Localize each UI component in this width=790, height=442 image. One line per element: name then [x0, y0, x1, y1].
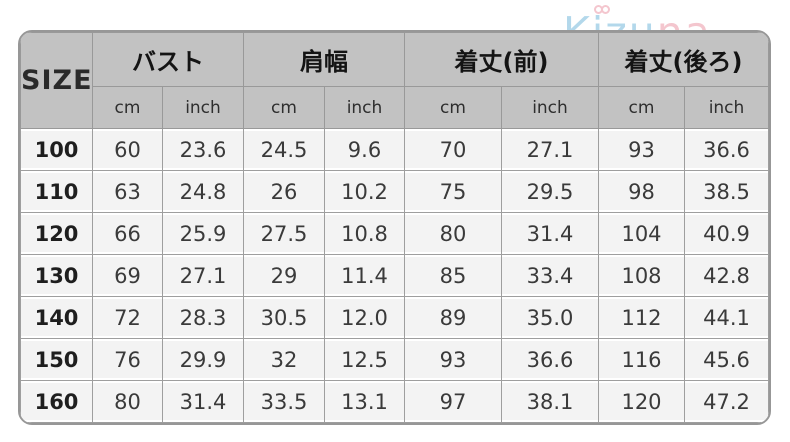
value-cell: 30.5 [243, 296, 325, 339]
value-cell: 72 [92, 296, 163, 339]
value-cell: 44.1 [684, 296, 769, 339]
value-cell: 75 [404, 170, 502, 213]
size-cell: 160 [20, 380, 93, 423]
unit-header-cm: cm [404, 86, 502, 129]
value-cell: 120 [598, 380, 685, 423]
value-cell: 11.4 [324, 254, 405, 297]
value-cell: 104 [598, 212, 685, 255]
table-row: 150 76 29.9 32 12.5 93 36.6 116 45.6 [20, 338, 769, 381]
value-cell: 12.5 [324, 338, 405, 381]
value-cell: 13.1 [324, 380, 405, 423]
value-cell: 32 [243, 338, 325, 381]
value-cell: 27.1 [162, 254, 244, 297]
value-cell: 29 [243, 254, 325, 297]
group-header-shoulder: 肩幅 [243, 32, 405, 87]
unit-header-inch: inch [324, 86, 405, 129]
value-cell: 93 [404, 338, 502, 381]
table-row: 160 80 31.4 33.5 13.1 97 38.1 120 47.2 [20, 380, 769, 423]
value-cell: 31.4 [501, 212, 599, 255]
value-cell: 80 [92, 380, 163, 423]
value-cell: 42.8 [684, 254, 769, 297]
unit-header-cm: cm [92, 86, 163, 129]
value-cell: 93 [598, 128, 685, 171]
value-cell: 97 [404, 380, 502, 423]
value-cell: 69 [92, 254, 163, 297]
table-body: 100 60 23.6 24.5 9.6 70 27.1 93 36.6 110 63 24.8 26 1… [20, 128, 769, 423]
brand-logo-rings-icon [594, 5, 610, 14]
value-cell: 35.0 [501, 296, 599, 339]
value-cell: 27.1 [501, 128, 599, 171]
size-cell: 140 [20, 296, 93, 339]
table-header: SIZE バスト 肩幅 着丈(前) 着丈(後ろ) cm inch cm inch… [20, 32, 769, 129]
value-cell: 29.9 [162, 338, 244, 381]
size-cell: 150 [20, 338, 93, 381]
value-cell: 36.6 [684, 128, 769, 171]
value-cell: 70 [404, 128, 502, 171]
unit-header-cm: cm [598, 86, 685, 129]
value-cell: 60 [92, 128, 163, 171]
value-cell: 24.8 [162, 170, 244, 213]
value-cell: 9.6 [324, 128, 405, 171]
table-row: 140 72 28.3 30.5 12.0 89 35.0 112 44.1 [20, 296, 769, 339]
value-cell: 66 [92, 212, 163, 255]
size-chart-table: SIZE バスト 肩幅 着丈(前) 着丈(後ろ) cm inch cm inch… [18, 30, 771, 425]
value-cell: 31.4 [162, 380, 244, 423]
value-cell: 29.5 [501, 170, 599, 213]
group-header-length-front: 着丈(前) [404, 32, 599, 87]
table-row: 120 66 25.9 27.5 10.8 80 31.4 104 40.9 [20, 212, 769, 255]
size-cell: 120 [20, 212, 93, 255]
value-cell: 23.6 [162, 128, 244, 171]
value-cell: 116 [598, 338, 685, 381]
value-cell: 76 [92, 338, 163, 381]
table-row: 110 63 24.8 26 10.2 75 29.5 98 38.5 [20, 170, 769, 213]
value-cell: 85 [404, 254, 502, 297]
unit-header-inch: inch [684, 86, 769, 129]
size-cell: 110 [20, 170, 93, 213]
value-cell: 10.2 [324, 170, 405, 213]
value-cell: 47.2 [684, 380, 769, 423]
value-cell: 108 [598, 254, 685, 297]
value-cell: 33.5 [243, 380, 325, 423]
size-cell: 100 [20, 128, 93, 171]
value-cell: 38.1 [501, 380, 599, 423]
group-header-row: SIZE バスト 肩幅 着丈(前) 着丈(後ろ) [20, 32, 769, 129]
value-cell: 10.8 [324, 212, 405, 255]
unit-header-cm: cm [243, 86, 325, 129]
value-cell: 28.3 [162, 296, 244, 339]
value-cell: 24.5 [243, 128, 325, 171]
size-column-header: SIZE [20, 32, 93, 129]
value-cell: 112 [598, 296, 685, 339]
value-cell: 36.6 [501, 338, 599, 381]
unit-header-inch: inch [501, 86, 599, 129]
value-cell: 45.6 [684, 338, 769, 381]
value-cell: 33.4 [501, 254, 599, 297]
value-cell: 27.5 [243, 212, 325, 255]
size-chart: SIZE バスト 肩幅 着丈(前) 着丈(後ろ) cm inch cm inch… [20, 32, 769, 423]
unit-header-inch: inch [162, 86, 244, 129]
group-header-bust: バスト [92, 32, 244, 87]
value-cell: 63 [92, 170, 163, 213]
value-cell: 38.5 [684, 170, 769, 213]
value-cell: 25.9 [162, 212, 244, 255]
value-cell: 40.9 [684, 212, 769, 255]
value-cell: 80 [404, 212, 502, 255]
size-cell: 130 [20, 254, 93, 297]
value-cell: 26 [243, 170, 325, 213]
table-row: 100 60 23.6 24.5 9.6 70 27.1 93 36.6 [20, 128, 769, 171]
group-header-length-back: 着丈(後ろ) [598, 32, 769, 87]
table-row: 130 69 27.1 29 11.4 85 33.4 108 42.8 [20, 254, 769, 297]
value-cell: 98 [598, 170, 685, 213]
value-cell: 89 [404, 296, 502, 339]
unit-header-row: cm inch cm inch cm inch cm inch [21, 86, 769, 129]
value-cell: 12.0 [324, 296, 405, 339]
